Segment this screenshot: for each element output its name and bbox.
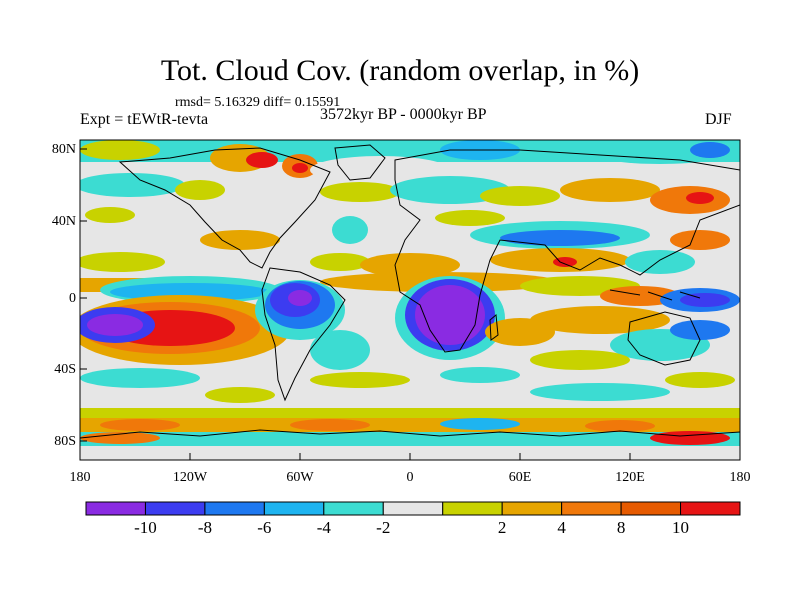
coast-greenland <box>334 144 386 181</box>
colorbar-box <box>680 501 741 516</box>
lat-label-40N: 40N <box>51 214 76 229</box>
field-cell <box>205 387 275 403</box>
coastlines <box>80 144 740 439</box>
field-cell <box>670 320 730 340</box>
field-cell <box>530 383 670 401</box>
plot-title: Tot. Cloud Cov. (random overlap, in %) <box>160 54 640 87</box>
field-cell <box>360 253 460 277</box>
experiment-label: Expt = tEWtR-tevta <box>80 111 209 128</box>
field-band-antarctic-teal <box>80 432 740 446</box>
field-cell <box>175 180 225 200</box>
colorbar-box <box>85 501 146 516</box>
field-cell <box>435 210 505 226</box>
field-cell <box>625 250 695 274</box>
field-band-south-yellow <box>80 408 740 418</box>
field-cell <box>310 253 370 271</box>
lon-label-180-right: 180 <box>729 470 751 485</box>
field-cell <box>310 330 370 370</box>
field-cell <box>690 142 730 158</box>
field-cell <box>320 182 400 202</box>
lon-ticks <box>79 453 741 460</box>
lat-label-40S: 40S <box>54 362 76 377</box>
field-cell <box>288 290 312 306</box>
lon-label-0: 0 <box>406 470 414 485</box>
colorbar-label: 10 <box>672 518 690 537</box>
colorbar-label: -8 <box>197 518 212 537</box>
field-cell <box>100 419 180 431</box>
field-cell <box>80 432 160 444</box>
field-cell <box>553 257 577 267</box>
coast-eurasia-africa <box>394 149 740 353</box>
coast-south-america <box>261 267 346 402</box>
lon-label-60E: 60E <box>508 470 532 485</box>
colorbar-label: 8 <box>616 518 626 537</box>
field-cell <box>520 140 600 160</box>
lat-label-80S: 80S <box>54 434 76 449</box>
period-label: 3572kyr BP - 0000kyr BP <box>320 106 487 123</box>
field-cell <box>686 192 714 204</box>
field-cell <box>80 173 185 197</box>
field-cell <box>310 156 450 184</box>
colorbar-label: -2 <box>376 518 391 537</box>
lon-label-60W: 60W <box>286 470 314 485</box>
field-cell <box>200 230 280 250</box>
field-cell <box>246 152 278 168</box>
field-cell <box>665 372 735 388</box>
colorbar-label: -10 <box>134 518 157 537</box>
field-cell <box>670 230 730 250</box>
lat-label-0: 0 <box>69 291 76 306</box>
colorbar-box <box>263 501 325 516</box>
lon-label-120W: 120W <box>172 470 208 485</box>
lat-label-80N: 80N <box>51 142 76 157</box>
colorbar-box <box>561 501 622 516</box>
field-cell <box>332 216 368 244</box>
field-cell <box>530 306 670 334</box>
colorbar-box <box>501 501 563 516</box>
stats-text: rmsd= 5.16329 diff= 0.15591 <box>175 95 341 110</box>
season-label: DJF <box>705 111 732 128</box>
field-cell <box>680 293 730 307</box>
colorbar-box <box>442 501 503 516</box>
colorbar-label: 4 <box>557 518 566 537</box>
coast-australia <box>627 311 701 366</box>
coast-antarctica <box>80 429 740 439</box>
field-cell <box>600 286 680 306</box>
field-cell <box>87 314 143 336</box>
lon-label-180-left: 180 <box>69 470 91 485</box>
field-cell <box>560 178 660 202</box>
colorbar-label: -6 <box>257 518 272 537</box>
field-cell <box>530 350 630 370</box>
field-cell <box>292 163 308 173</box>
field-cell <box>310 372 410 388</box>
colorbar-box <box>620 501 682 516</box>
coast-north-america <box>118 147 331 269</box>
colorbar-label: -4 <box>316 518 331 537</box>
field-cell <box>440 418 520 430</box>
lat-ticks <box>80 148 87 442</box>
field-cell <box>390 176 510 204</box>
colorbar-label: 2 <box>497 518 507 537</box>
field-cell <box>440 367 520 383</box>
map-field <box>80 140 740 460</box>
coast-madagascar <box>489 314 499 341</box>
field-cell <box>500 230 620 246</box>
field-band-south-orange <box>80 418 740 432</box>
field-cell <box>80 140 160 160</box>
field-cell <box>80 252 165 272</box>
field-cell <box>585 420 655 432</box>
field-cell <box>415 285 485 345</box>
field-cell <box>480 186 560 206</box>
field-cell <box>80 368 200 388</box>
colorbar-box <box>382 501 444 516</box>
field-cell <box>290 419 370 431</box>
lon-label-120E: 120E <box>615 470 645 485</box>
colorbar-box <box>144 501 206 516</box>
colorbar <box>85 501 741 516</box>
field-cell <box>85 207 135 223</box>
colorbar-box <box>323 501 384 516</box>
coast-indonesia <box>609 289 701 301</box>
colorbar-box <box>204 501 265 516</box>
